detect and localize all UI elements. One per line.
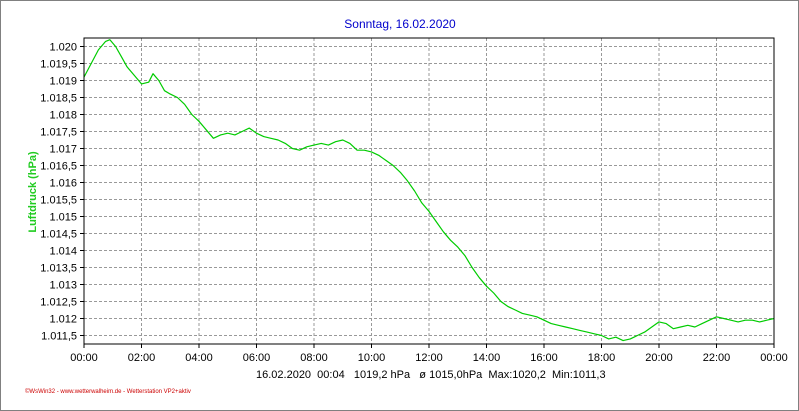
- y-tick-label: 1.015,5: [40, 195, 77, 207]
- y-tick-label: 1.011,5: [41, 331, 77, 343]
- y-tick-label: 1.018: [49, 110, 77, 122]
- x-tick-label: 00:00: [760, 352, 788, 364]
- x-tick-label: 10:00: [358, 352, 386, 364]
- x-tick-label: 20:00: [645, 352, 673, 364]
- y-tick-label: 1.013,5: [40, 263, 77, 275]
- series-layer: [83, 39, 775, 342]
- grid: [83, 38, 775, 344]
- summary-info-line: 16.02.2020 00:04 1019,2 hPa ø 1015,0hPa …: [256, 369, 606, 381]
- y-tick-label: 1.012: [49, 314, 77, 326]
- y-axis-ticks: 1.011,5 1.012 1.012,5 1.013 1.013,5 1.014 1.01…: [40, 42, 84, 343]
- y-tick-label: 1.012,5: [40, 297, 77, 309]
- y-tick-label: 1.018,5: [40, 93, 77, 105]
- y-tick-label: 1.015: [49, 212, 77, 224]
- y-tick-label: 1.019: [49, 76, 77, 88]
- y-tick-label: 1.017,5: [40, 127, 77, 139]
- y-tick-label: 1.019,5: [40, 59, 77, 71]
- x-tick-label: 06:00: [243, 352, 271, 364]
- x-tick-label: 04:00: [185, 352, 213, 364]
- chart-title: Sonntag, 16.02.2020: [344, 17, 456, 31]
- plot-area-border: [83, 37, 775, 345]
- x-tick-label: 12:00: [415, 352, 443, 364]
- x-tick-label: 22:00: [703, 352, 731, 364]
- footer-credit: ©WsWin32 - www.wetterwalheim.de - Wetter…: [25, 388, 191, 395]
- y-tick-label: 1.013: [49, 280, 77, 292]
- x-tick-label: 02:00: [128, 352, 156, 364]
- x-tick-label: 08:00: [300, 352, 328, 364]
- x-axis-ticks: 00:00 02:00 04:00 06:00 08:00 10:00 12:00 14:00…: [70, 344, 788, 364]
- y-tick-label: 1.017: [49, 144, 77, 156]
- series-line-pressure: [83, 39, 775, 342]
- y-tick-label: 1.014: [49, 246, 77, 258]
- y-tick-label: 1.014,5: [40, 229, 77, 241]
- y-tick-label: 1.020: [49, 42, 77, 54]
- x-tick-label: 16:00: [530, 352, 558, 364]
- y-axis-label: Luftdruck (hPa): [27, 151, 39, 233]
- y-tick-label: 1.016: [49, 178, 77, 190]
- y-tick-label: 1.016,5: [40, 161, 77, 173]
- x-tick-label: 18:00: [588, 352, 616, 364]
- x-tick-label: 14:00: [473, 352, 501, 364]
- x-tick-label: 00:00: [70, 352, 98, 364]
